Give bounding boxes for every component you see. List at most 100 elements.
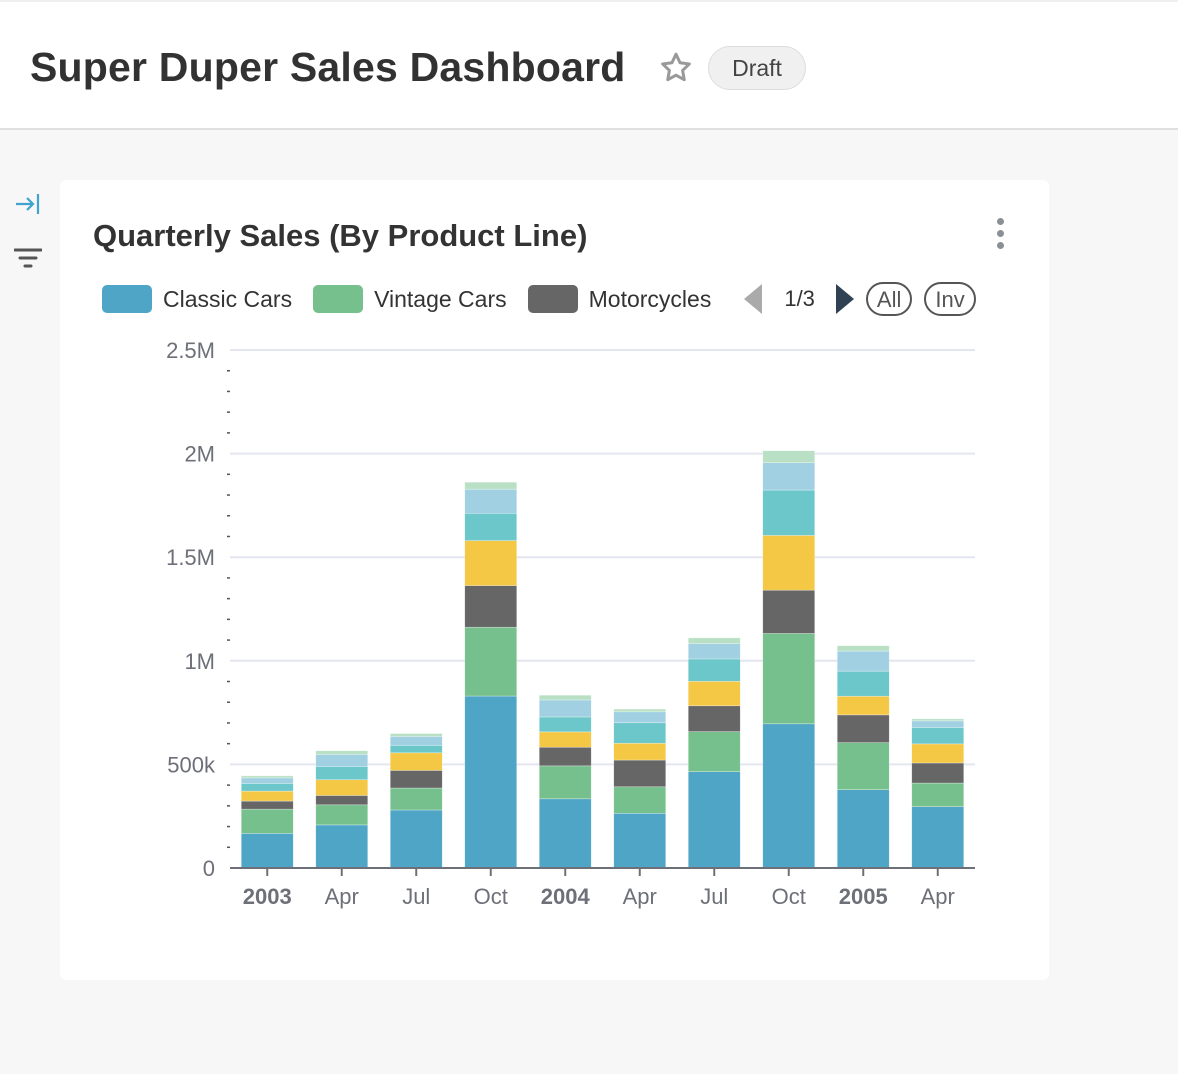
vertical-ellipsis-icon[interactable] bbox=[992, 218, 1008, 254]
legend-item-classic-cars[interactable]: Classic Cars bbox=[102, 285, 292, 313]
legend-label: Vintage Cars bbox=[374, 285, 507, 312]
bar-segment bbox=[240, 783, 294, 792]
bar-segment bbox=[687, 643, 741, 660]
y-tick-label: 1M bbox=[184, 649, 215, 674]
bar-segment bbox=[911, 743, 965, 764]
bar-segment bbox=[836, 645, 890, 652]
x-tick-label: 2003 bbox=[243, 884, 292, 909]
bar-segment bbox=[911, 806, 965, 869]
legend-pager: 1/3 All Inv bbox=[744, 282, 976, 316]
bar-segment bbox=[836, 650, 890, 672]
bar-segment bbox=[836, 742, 890, 790]
legend-item-motorcycles[interactable]: Motorcycles bbox=[527, 285, 712, 313]
x-tick-label: Jul bbox=[700, 884, 728, 909]
bar-segment bbox=[240, 833, 294, 869]
legend-swatch bbox=[527, 285, 578, 313]
bar-segment bbox=[315, 795, 369, 806]
bar-segment bbox=[687, 637, 741, 644]
bar-segment bbox=[687, 705, 741, 732]
bar-segment bbox=[240, 775, 294, 779]
y-tick-label: 500k bbox=[167, 752, 216, 777]
bar-segment bbox=[464, 540, 518, 586]
bar-segment bbox=[315, 804, 369, 826]
y-tick-label: 2M bbox=[184, 442, 215, 467]
bar-segment bbox=[538, 731, 592, 748]
bar-segment bbox=[613, 759, 667, 788]
bar-segment bbox=[464, 626, 518, 697]
bar-segment bbox=[389, 752, 443, 771]
status-badge: Draft bbox=[708, 46, 806, 90]
bar-segment bbox=[538, 699, 592, 718]
bar-segment bbox=[762, 589, 816, 634]
bar-segment bbox=[389, 733, 443, 737]
bar-segment bbox=[315, 750, 369, 755]
bar-segment bbox=[389, 787, 443, 811]
bar-segment bbox=[538, 716, 592, 733]
y-tick-label: 1.5M bbox=[166, 545, 215, 570]
bar-segment bbox=[315, 766, 369, 781]
bar-segment bbox=[762, 633, 816, 725]
bar-segment bbox=[911, 718, 965, 722]
bar-segment bbox=[389, 736, 443, 746]
legend-prev-page-icon[interactable] bbox=[744, 284, 763, 314]
bar-segment bbox=[464, 512, 518, 541]
legend-label: Classic Cars bbox=[163, 285, 293, 312]
bar-segment bbox=[538, 765, 592, 800]
bar-segment bbox=[538, 694, 592, 701]
y-tick-label: 0 bbox=[203, 856, 215, 881]
bar-segment bbox=[762, 450, 816, 464]
bar-segment bbox=[762, 489, 816, 536]
bar-segment bbox=[762, 462, 816, 491]
bar-segment bbox=[613, 742, 667, 761]
legend-item-vintage-cars[interactable]: Vintage Cars bbox=[313, 285, 507, 313]
bar-segment bbox=[315, 754, 369, 767]
legend-page-indicator: 1/3 bbox=[784, 286, 815, 311]
bar-segment bbox=[911, 720, 965, 728]
bar-segment bbox=[389, 770, 443, 789]
legend-label: Motorcycles bbox=[588, 285, 712, 312]
x-tick-label: Oct bbox=[474, 884, 508, 909]
bar-segment bbox=[911, 782, 965, 807]
page-title: Super Duper Sales Dashboard bbox=[30, 44, 626, 90]
dashboard-header: Super Duper Sales Dashboard Draft bbox=[0, 0, 1178, 130]
bar-segment bbox=[762, 535, 816, 591]
x-tick-label: Oct bbox=[772, 884, 806, 909]
star-outline-icon[interactable] bbox=[658, 50, 694, 86]
bar-segment bbox=[464, 488, 518, 514]
bar-segment bbox=[687, 658, 741, 682]
legend-invert-button[interactable]: Inv bbox=[924, 282, 976, 316]
bar-segment bbox=[762, 723, 816, 869]
bar-segment bbox=[240, 808, 294, 834]
bar-segment bbox=[315, 779, 369, 796]
x-tick-label: Apr bbox=[325, 884, 359, 909]
bar-segment bbox=[613, 708, 667, 713]
legend-next-page-icon[interactable] bbox=[835, 284, 854, 314]
y-tick-label: 2.5M bbox=[166, 338, 215, 363]
legend-select-all-button[interactable]: All bbox=[865, 282, 913, 316]
bar-segment bbox=[911, 727, 965, 745]
bar-segment bbox=[240, 800, 294, 810]
bar-segment bbox=[836, 789, 890, 869]
chart-card: Quarterly Sales (By Product Line) Classi… bbox=[60, 180, 1049, 980]
bar-segment bbox=[911, 762, 965, 784]
bar-segment bbox=[687, 731, 741, 772]
bar-segment bbox=[687, 771, 741, 869]
bar-segment bbox=[613, 722, 667, 744]
x-tick-label: 2005 bbox=[839, 884, 888, 909]
bar-segment bbox=[538, 746, 592, 767]
x-tick-label: Apr bbox=[921, 884, 955, 909]
bar-segment bbox=[240, 790, 294, 802]
bar-segment bbox=[464, 481, 518, 490]
expand-right-icon[interactable] bbox=[14, 190, 42, 218]
bar-segment bbox=[836, 670, 890, 697]
bar-segment bbox=[389, 809, 443, 869]
x-tick-label: Jul bbox=[402, 884, 430, 909]
stacked-bar-chart: 0 500k 1M 1.5M 2M 2.5M 2003 Apr Jul Oct 2004 Apr Jul… bbox=[166, 338, 975, 909]
bar-segment bbox=[464, 695, 518, 869]
filter-icon[interactable] bbox=[14, 246, 42, 274]
bar-segment bbox=[538, 798, 592, 869]
bar-segment bbox=[613, 812, 667, 869]
x-tick-label: Apr bbox=[623, 884, 657, 909]
bar-segment bbox=[687, 681, 741, 707]
bar-segment bbox=[389, 745, 443, 754]
